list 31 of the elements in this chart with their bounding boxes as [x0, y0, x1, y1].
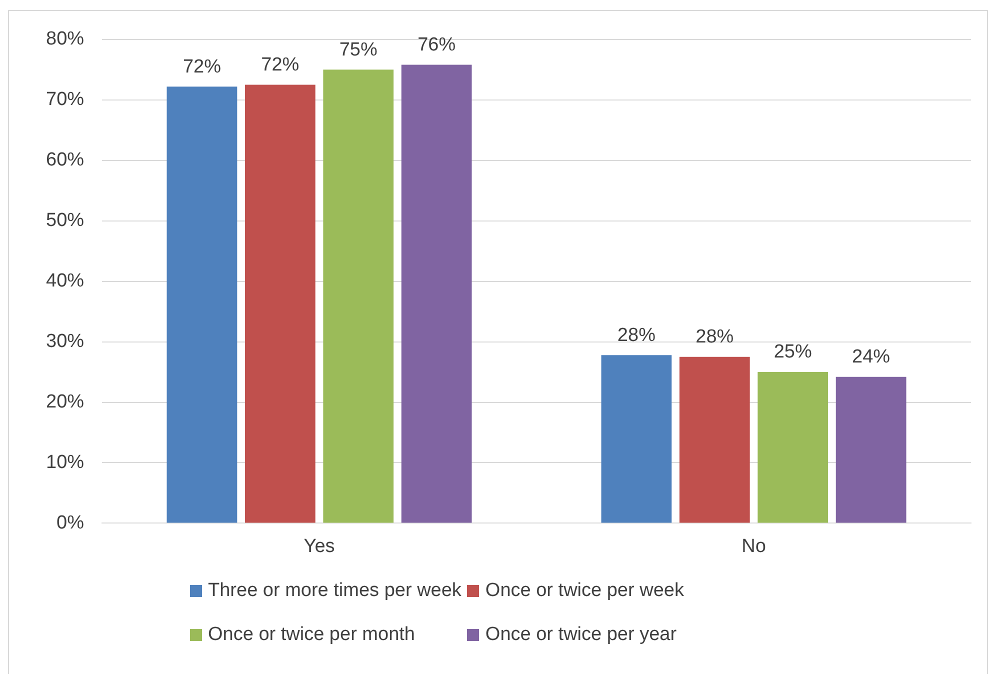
y-tick-label: 30% — [46, 331, 84, 352]
x-tick-label: No — [742, 536, 766, 557]
legend-label: Once or twice per month — [208, 624, 415, 646]
bar — [323, 70, 394, 523]
data-label: 28% — [696, 326, 734, 348]
y-tick-label: 70% — [46, 89, 84, 110]
y-tick-label: 0% — [56, 512, 84, 534]
y-tick-label: 20% — [46, 391, 84, 412]
legend-label: Once or twice per year — [485, 624, 677, 646]
data-label: 75% — [339, 39, 378, 60]
bar — [401, 64, 472, 523]
legend-label: Once or twice per week — [485, 580, 684, 602]
bar — [244, 84, 316, 523]
y-tick-label: 40% — [46, 270, 84, 292]
bar — [166, 86, 238, 523]
bar — [758, 372, 828, 523]
data-label: 25% — [774, 342, 812, 363]
legend-label: Three or more times per week — [208, 580, 462, 602]
data-label: 72% — [261, 54, 300, 76]
bar — [679, 356, 750, 523]
y-tick-label: 50% — [46, 210, 84, 232]
y-tick-label: 60% — [46, 150, 84, 171]
data-label: 28% — [617, 324, 656, 346]
y-tick-label: 80% — [46, 28, 84, 50]
bar — [836, 376, 906, 523]
data-label: 72% — [182, 56, 222, 78]
bar — [601, 355, 672, 523]
y-tick-label: 10% — [46, 452, 84, 473]
data-label: 76% — [418, 34, 456, 56]
data-label: 24% — [852, 346, 890, 368]
x-tick-label: Yes — [304, 536, 335, 557]
